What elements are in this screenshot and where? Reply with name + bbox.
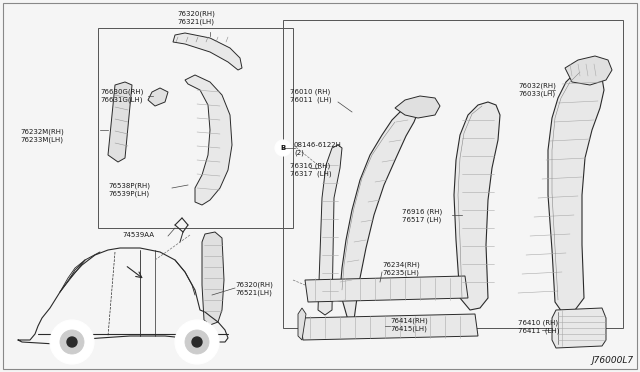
- Polygon shape: [318, 145, 342, 315]
- Circle shape: [60, 330, 84, 354]
- Circle shape: [175, 320, 219, 364]
- Polygon shape: [108, 82, 132, 162]
- Polygon shape: [340, 108, 418, 320]
- Circle shape: [185, 330, 209, 354]
- Polygon shape: [298, 308, 306, 340]
- Bar: [98, 28, 293, 228]
- Text: 76232M(RH)
76233M(LH): 76232M(RH) 76233M(LH): [20, 128, 64, 142]
- Text: 76316 (RH)
76317  (LH): 76316 (RH) 76317 (LH): [290, 162, 332, 176]
- Polygon shape: [305, 276, 468, 302]
- Polygon shape: [173, 33, 242, 70]
- Circle shape: [67, 337, 77, 347]
- Polygon shape: [202, 232, 224, 325]
- Text: 76630G(RH)
76631G(LH): 76630G(RH) 76631G(LH): [100, 88, 143, 103]
- Text: 08146-6122H
(2): 08146-6122H (2): [294, 142, 342, 156]
- Text: B: B: [280, 145, 285, 151]
- Polygon shape: [300, 314, 478, 340]
- Text: 76032(RH)
76033(LH): 76032(RH) 76033(LH): [518, 82, 556, 96]
- Text: 74539AA: 74539AA: [122, 232, 154, 238]
- Text: 76916 (RH)
76517 (LH): 76916 (RH) 76517 (LH): [402, 208, 442, 222]
- Polygon shape: [565, 56, 612, 85]
- Bar: [283, 20, 623, 328]
- Text: 76410 (RH)
76411  (LH): 76410 (RH) 76411 (LH): [518, 320, 559, 334]
- Text: 76010 (RH)
76011  (LH): 76010 (RH) 76011 (LH): [290, 88, 332, 103]
- Circle shape: [275, 140, 291, 156]
- Polygon shape: [548, 68, 604, 312]
- Polygon shape: [185, 75, 232, 205]
- Text: 76234(RH)
76235(LH): 76234(RH) 76235(LH): [382, 262, 420, 276]
- Polygon shape: [395, 96, 440, 118]
- Text: J76000L7: J76000L7: [592, 356, 634, 365]
- Circle shape: [50, 320, 94, 364]
- Text: 76538P(RH)
76539P(LH): 76538P(RH) 76539P(LH): [108, 182, 150, 196]
- Polygon shape: [552, 308, 606, 348]
- Text: 76320(RH)
76521(LH): 76320(RH) 76521(LH): [235, 282, 273, 296]
- Polygon shape: [454, 102, 500, 310]
- Text: 76414(RH)
76415(LH): 76414(RH) 76415(LH): [390, 318, 428, 333]
- Polygon shape: [148, 88, 168, 106]
- Text: 76320(RH)
76321(LH): 76320(RH) 76321(LH): [177, 10, 215, 25]
- Circle shape: [192, 337, 202, 347]
